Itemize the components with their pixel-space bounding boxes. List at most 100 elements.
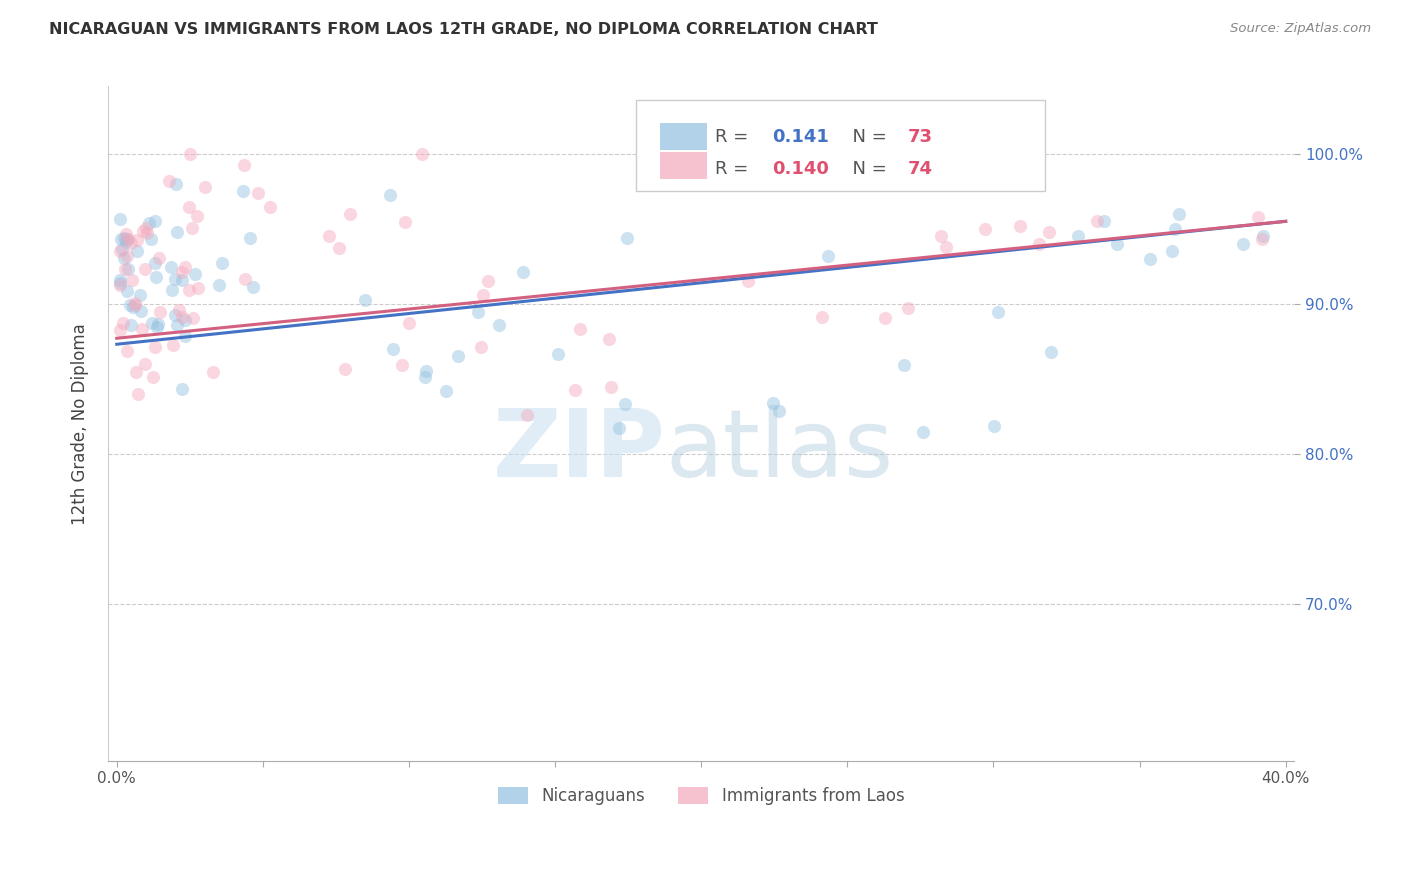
Point — [768, 404, 790, 418]
Point — [242, 280, 264, 294]
Point — [162, 337, 184, 351]
Point — [411, 146, 433, 161]
Point — [935, 240, 957, 254]
Point — [170, 265, 193, 279]
Point — [127, 386, 149, 401]
Point — [875, 311, 897, 326]
Point — [174, 328, 197, 343]
Point — [1008, 219, 1031, 233]
Point — [115, 232, 138, 246]
Point — [1253, 229, 1275, 244]
Point — [817, 249, 839, 263]
Point — [114, 262, 136, 277]
Point — [488, 318, 510, 333]
Point — [108, 323, 131, 337]
Point — [124, 298, 146, 312]
Point — [166, 225, 188, 239]
Point — [120, 235, 142, 250]
Point — [194, 179, 217, 194]
Point — [139, 232, 162, 246]
Point — [614, 397, 637, 411]
Text: R =: R = — [716, 160, 755, 178]
Point — [415, 363, 437, 377]
Point — [177, 200, 200, 214]
Point — [108, 278, 131, 293]
Point — [143, 340, 166, 354]
Point — [434, 384, 457, 399]
Point — [170, 310, 193, 325]
Point — [983, 418, 1005, 433]
Point — [1164, 222, 1187, 236]
Point — [179, 147, 201, 161]
Point — [447, 349, 470, 363]
Point — [174, 260, 197, 274]
Point — [108, 272, 131, 286]
Point — [184, 268, 207, 282]
Point — [893, 359, 915, 373]
Point — [115, 248, 138, 262]
Point — [470, 340, 492, 354]
Point — [246, 186, 269, 201]
Point — [121, 273, 143, 287]
Point — [398, 316, 420, 330]
Point — [600, 380, 623, 394]
Point — [973, 222, 995, 236]
Point — [108, 276, 131, 290]
Point — [1038, 225, 1060, 239]
Text: 0.140: 0.140 — [772, 160, 830, 178]
Text: NICARAGUAN VS IMMIGRANTS FROM LAOS 12TH GRADE, NO DIPLOMA CORRELATION CHART: NICARAGUAN VS IMMIGRANTS FROM LAOS 12TH … — [49, 22, 879, 37]
Point — [516, 409, 538, 423]
Text: N =: N = — [841, 128, 893, 146]
FancyBboxPatch shape — [659, 123, 707, 151]
Point — [467, 305, 489, 319]
Point — [208, 278, 231, 293]
Point — [165, 271, 187, 285]
Point — [117, 232, 139, 246]
Point — [180, 220, 202, 235]
Point — [762, 395, 785, 409]
Point — [1067, 229, 1090, 244]
Point — [1087, 214, 1109, 228]
Point — [174, 313, 197, 327]
Point — [120, 318, 142, 332]
Point — [911, 425, 934, 440]
Text: 0.141: 0.141 — [772, 128, 830, 146]
Point — [132, 224, 155, 238]
Point — [121, 301, 143, 315]
Point — [318, 229, 340, 244]
Point — [134, 357, 156, 371]
Point — [149, 305, 172, 319]
Point — [202, 365, 225, 379]
Point — [127, 233, 149, 247]
Point — [145, 270, 167, 285]
Point — [394, 214, 416, 228]
Point — [148, 318, 170, 332]
Text: N =: N = — [841, 160, 893, 178]
Text: R =: R = — [716, 128, 755, 146]
Point — [108, 212, 131, 227]
Point — [160, 260, 183, 275]
Point — [598, 332, 620, 346]
Point — [120, 297, 142, 311]
Point — [737, 274, 759, 288]
Point — [117, 261, 139, 276]
Point — [145, 319, 167, 334]
Point — [607, 421, 630, 435]
Point — [142, 370, 165, 384]
Point — [239, 231, 262, 245]
Point — [166, 318, 188, 332]
Point — [112, 251, 135, 265]
Point — [108, 244, 131, 258]
Point — [564, 383, 586, 397]
Point — [811, 310, 834, 324]
Point — [1167, 207, 1189, 221]
Point — [1251, 232, 1274, 246]
Point — [339, 207, 361, 221]
Point — [354, 293, 377, 308]
Point — [148, 251, 170, 265]
Point — [111, 242, 134, 256]
Text: ZIP: ZIP — [492, 405, 665, 497]
Point — [127, 244, 149, 258]
Point — [138, 216, 160, 230]
Point — [512, 265, 534, 279]
